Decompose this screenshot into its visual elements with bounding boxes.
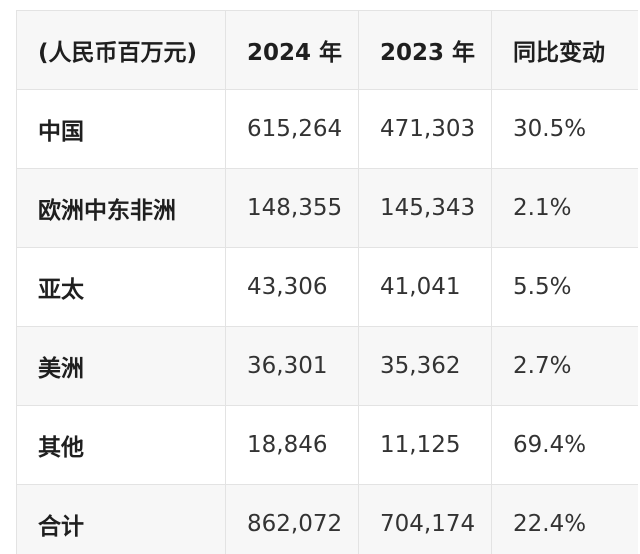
revenue-by-region-table: (人民币百万元) 2024 年 2023 年 同比变动 中国 615,264 4… [16,10,638,554]
header-2024: 2024 年 [225,10,359,90]
value-2023: 145,343 [358,168,492,248]
row-label: 其他 [16,405,226,485]
table-row: 其他 18,846 11,125 69.4% [16,405,638,485]
row-label: 合计 [16,484,226,554]
value-2023: 35,362 [358,326,492,406]
value-2024: 615,264 [225,89,359,169]
value-2024: 43,306 [225,247,359,327]
table-row: 中国 615,264 471,303 30.5% [16,89,638,169]
header-unit: (人民币百万元) [16,10,226,90]
value-yoy-change: 5.5% [491,247,638,327]
table-row-total: 合计 862,072 704,174 22.4% [16,484,638,554]
header-yoy-change: 同比变动 [491,10,638,90]
value-2023: 704,174 [358,484,492,554]
row-label: 美洲 [16,326,226,406]
row-label: 欧洲中东非洲 [16,168,226,248]
value-yoy-change: 30.5% [491,89,638,169]
value-2024: 862,072 [225,484,359,554]
value-yoy-change: 2.1% [491,168,638,248]
header-row: (人民币百万元) 2024 年 2023 年 同比变动 [16,10,638,90]
row-label: 中国 [16,89,226,169]
revenue-by-region-table-container: (人民币百万元) 2024 年 2023 年 同比变动 中国 615,264 4… [16,10,638,554]
table-header: (人民币百万元) 2024 年 2023 年 同比变动 [16,10,638,90]
value-yoy-change: 69.4% [491,405,638,485]
row-label: 亚太 [16,247,226,327]
table-row: 欧洲中东非洲 148,355 145,343 2.1% [16,168,638,248]
table-row: 亚太 43,306 41,041 5.5% [16,247,638,327]
table-body: 中国 615,264 471,303 30.5% 欧洲中东非洲 148,355 … [16,89,638,554]
value-2023: 471,303 [358,89,492,169]
table-row: 美洲 36,301 35,362 2.7% [16,326,638,406]
header-2023: 2023 年 [358,10,492,90]
value-yoy-change: 22.4% [491,484,638,554]
value-2023: 41,041 [358,247,492,327]
value-2024: 18,846 [225,405,359,485]
value-yoy-change: 2.7% [491,326,638,406]
value-2024: 148,355 [225,168,359,248]
value-2024: 36,301 [225,326,359,406]
value-2023: 11,125 [358,405,492,485]
